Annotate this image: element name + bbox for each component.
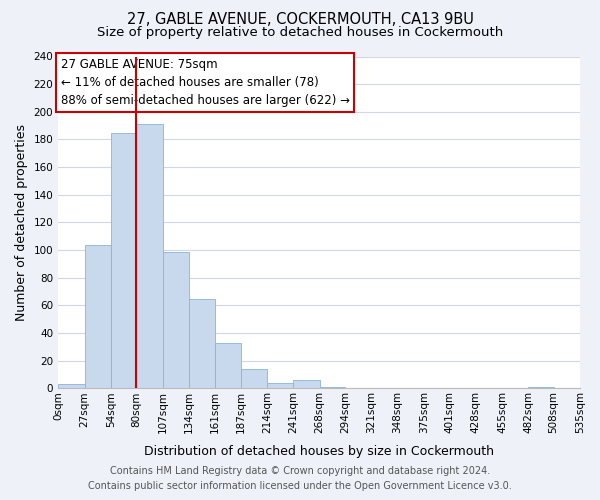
Bar <box>111 132 136 388</box>
Bar <box>136 124 163 388</box>
Bar <box>189 298 215 388</box>
Y-axis label: Number of detached properties: Number of detached properties <box>15 124 28 321</box>
Bar <box>215 343 241 388</box>
Bar <box>163 252 189 388</box>
Text: 27, GABLE AVENUE, COCKERMOUTH, CA13 9BU: 27, GABLE AVENUE, COCKERMOUTH, CA13 9BU <box>127 12 473 28</box>
Bar <box>241 369 267 388</box>
X-axis label: Distribution of detached houses by size in Cockermouth: Distribution of detached houses by size … <box>144 444 494 458</box>
Bar <box>58 384 85 388</box>
Bar <box>85 244 111 388</box>
Bar <box>529 387 554 388</box>
Text: Size of property relative to detached houses in Cockermouth: Size of property relative to detached ho… <box>97 26 503 39</box>
Text: 27 GABLE AVENUE: 75sqm
← 11% of detached houses are smaller (78)
88% of semi-det: 27 GABLE AVENUE: 75sqm ← 11% of detached… <box>61 58 350 107</box>
Bar <box>320 387 345 388</box>
Bar <box>293 380 320 388</box>
Bar <box>267 383 293 388</box>
Text: Contains HM Land Registry data © Crown copyright and database right 2024.
Contai: Contains HM Land Registry data © Crown c… <box>88 466 512 491</box>
